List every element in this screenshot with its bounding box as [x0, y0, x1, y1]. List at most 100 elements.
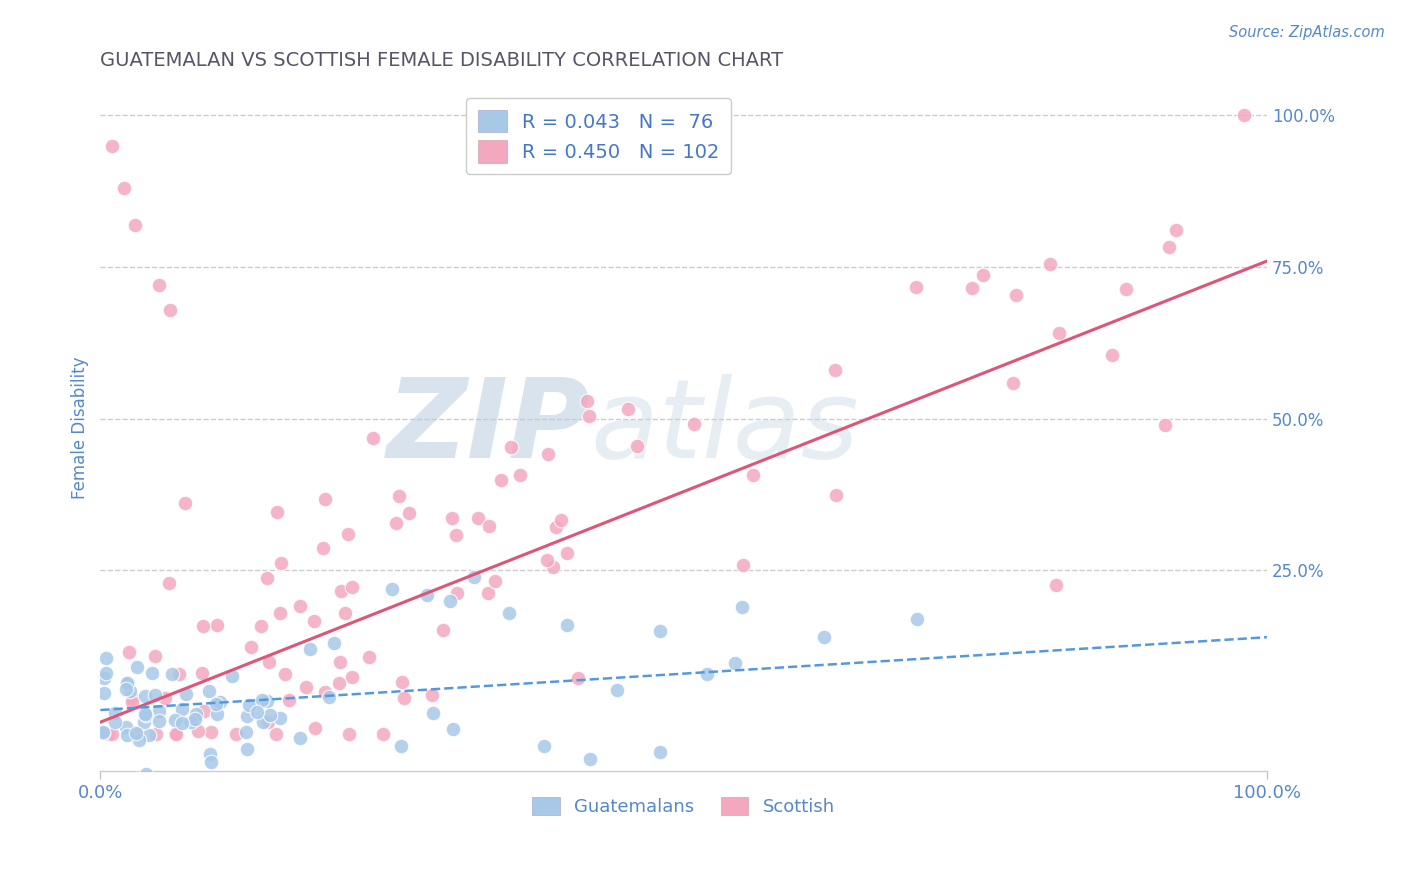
Point: [536, 553, 558, 567]
Point: [1166, 222, 1188, 236]
Point: [578, 409, 600, 423]
Point: [432, 623, 454, 637]
Point: [314, 492, 336, 507]
Point: [683, 417, 706, 431]
Point: [121, 690, 143, 705]
Point: [269, 711, 291, 725]
Text: GUATEMALAN VS SCOTTISH FEMALE DISABILITY CORRELATION CHART: GUATEMALAN VS SCOTTISH FEMALE DISABILITY…: [100, 51, 783, 70]
Point: [148, 714, 170, 728]
Point: [135, 707, 157, 722]
Point: [1045, 578, 1067, 592]
Point: [165, 727, 187, 741]
Point: [650, 624, 672, 639]
Point: [256, 694, 278, 708]
Point: [509, 467, 531, 482]
Point: [125, 772, 148, 786]
Point: [824, 362, 846, 376]
Point: [550, 513, 572, 527]
Point: [312, 541, 335, 556]
Point: [416, 588, 439, 602]
Point: [299, 642, 322, 657]
Point: [477, 518, 499, 533]
Point: [159, 302, 181, 317]
Point: [330, 583, 353, 598]
Point: [742, 467, 765, 482]
Point: [134, 715, 156, 730]
Point: [336, 526, 359, 541]
Point: [606, 683, 628, 698]
Point: [824, 488, 846, 502]
Point: [240, 640, 263, 654]
Point: [115, 681, 138, 696]
Point: [555, 546, 578, 560]
Point: [135, 767, 157, 781]
Point: [905, 280, 928, 294]
Point: [93, 671, 115, 685]
Point: [371, 727, 394, 741]
Point: [184, 712, 207, 726]
Point: [696, 666, 718, 681]
Point: [314, 685, 336, 699]
Point: [388, 489, 411, 503]
Point: [117, 676, 139, 690]
Point: [186, 706, 208, 721]
Point: [187, 723, 209, 738]
Point: [236, 742, 259, 756]
Point: [499, 440, 522, 454]
Point: [162, 666, 184, 681]
Point: [277, 693, 299, 707]
Point: [1039, 257, 1062, 271]
Point: [93, 686, 115, 700]
Point: [97, 727, 120, 741]
Point: [200, 725, 222, 739]
Point: [294, 680, 316, 694]
Point: [250, 692, 273, 706]
Point: [541, 560, 564, 574]
Point: [579, 751, 602, 765]
Point: [626, 439, 648, 453]
Point: [124, 218, 146, 232]
Point: [118, 684, 141, 698]
Point: [134, 689, 156, 703]
Point: [498, 606, 520, 620]
Point: [198, 747, 221, 761]
Point: [536, 447, 558, 461]
Point: [385, 516, 408, 531]
Point: [533, 739, 555, 754]
Point: [274, 666, 297, 681]
Point: [337, 727, 360, 741]
Point: [467, 510, 489, 524]
Point: [328, 675, 350, 690]
Point: [115, 676, 138, 690]
Point: [101, 727, 124, 741]
Point: [256, 571, 278, 585]
Point: [209, 695, 232, 709]
Point: [342, 670, 364, 684]
Point: [567, 671, 589, 685]
Point: [905, 612, 928, 626]
Point: [191, 666, 214, 681]
Point: [167, 667, 190, 681]
Point: [117, 645, 139, 659]
Point: [302, 614, 325, 628]
Point: [288, 599, 311, 614]
Point: [264, 727, 287, 741]
Point: [246, 705, 269, 719]
Point: [170, 702, 193, 716]
Point: [463, 569, 485, 583]
Point: [724, 656, 747, 670]
Point: [650, 746, 672, 760]
Point: [304, 721, 326, 735]
Point: [249, 619, 271, 633]
Point: [200, 755, 222, 769]
Point: [329, 655, 352, 669]
Point: [361, 431, 384, 445]
Point: [252, 714, 274, 729]
Point: [148, 278, 170, 293]
Point: [179, 715, 201, 730]
Text: ZIP: ZIP: [387, 375, 591, 482]
Point: [104, 715, 127, 730]
Point: [489, 473, 512, 487]
Point: [165, 713, 187, 727]
Point: [389, 739, 412, 753]
